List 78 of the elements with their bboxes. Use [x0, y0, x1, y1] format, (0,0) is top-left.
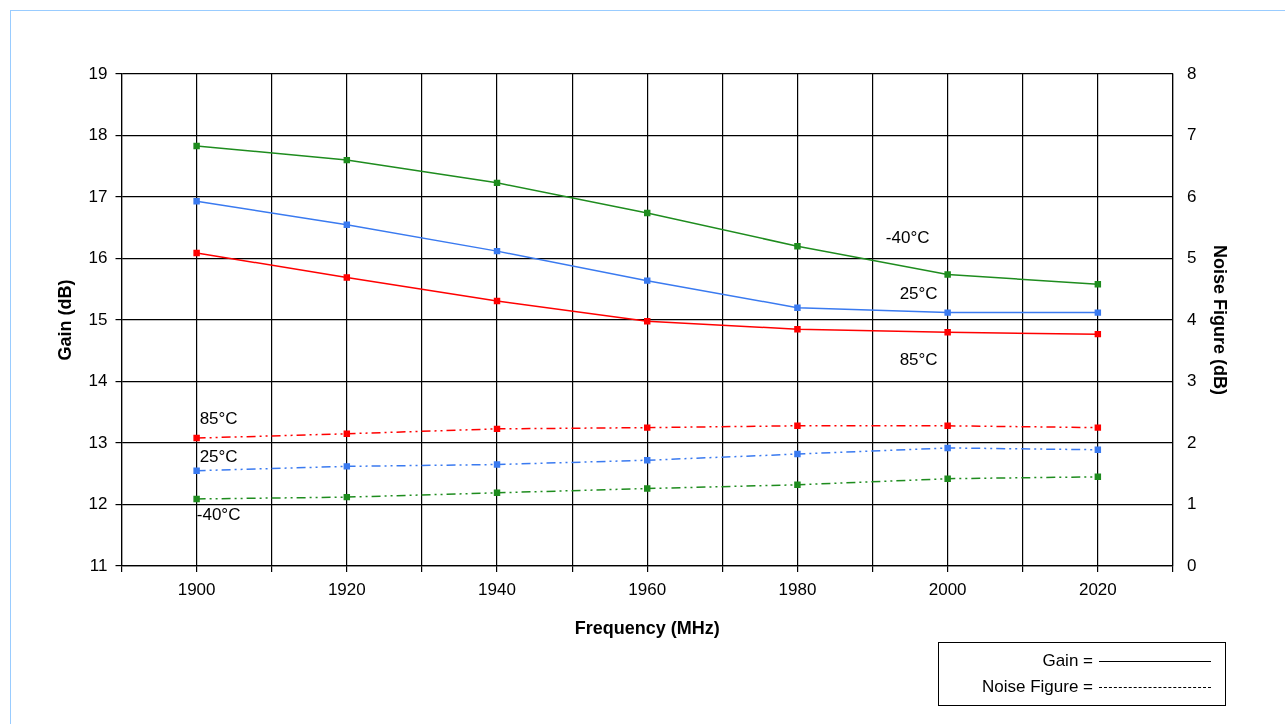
y-tick-label: 12 [88, 494, 108, 514]
y-tick-label: 16 [88, 248, 108, 268]
point [193, 198, 200, 205]
point [794, 326, 801, 333]
y-tick-label: 19 [88, 63, 108, 83]
x-tick-label: 2000 [928, 579, 967, 599]
y-tick-label: 11 [89, 555, 108, 575]
series-label: -40°C [885, 228, 930, 248]
point [493, 247, 501, 255]
y2-tick-label: 5 [1186, 248, 1197, 268]
point [1094, 330, 1102, 338]
point [944, 329, 951, 336]
x-tick-label: 1920 [327, 579, 366, 599]
point [493, 489, 501, 497]
point [644, 424, 651, 431]
point [1094, 309, 1102, 316]
y-tick-label: 14 [88, 371, 108, 391]
x-tick-label: 1980 [778, 579, 817, 599]
point [343, 430, 351, 437]
y2-tick-label: 4 [1186, 309, 1197, 329]
y-tick-label: 13 [88, 432, 108, 452]
series-label: 85°C [199, 408, 238, 428]
point [794, 450, 801, 458]
point [944, 422, 951, 430]
point [193, 467, 200, 474]
point [343, 493, 351, 501]
y2-tick-label: 7 [1186, 125, 1197, 145]
point [794, 422, 801, 430]
point [343, 221, 351, 228]
point [1094, 281, 1102, 288]
text: Gain = [1042, 651, 1093, 671]
y-tick-label: 17 [88, 186, 108, 206]
point [343, 274, 351, 281]
point [193, 495, 200, 503]
point [644, 485, 651, 492]
point [644, 318, 651, 325]
point [794, 242, 801, 250]
point [493, 425, 501, 433]
point [493, 461, 501, 468]
point [343, 156, 351, 164]
y2-axis-title: Noise Figure (dB) [1210, 244, 1231, 396]
y2-tick-label: 2 [1186, 432, 1197, 452]
point [193, 249, 200, 257]
y-tick-label: 15 [88, 309, 108, 329]
y2-tick-label: 6 [1186, 186, 1197, 206]
x-tick-label: 2020 [1078, 579, 1117, 599]
x-tick-label: 1960 [628, 579, 667, 599]
point [493, 297, 501, 305]
y2-tick-label: 3 [1186, 371, 1197, 391]
series-label: 25°C [199, 447, 238, 467]
y2-tick-label: 1 [1186, 494, 1197, 514]
point [794, 304, 801, 311]
point [644, 209, 651, 217]
point [1094, 424, 1102, 431]
y-tick-label: 18 [88, 125, 108, 145]
point [193, 142, 200, 150]
y-axis-title: Gain (dB) [54, 279, 75, 361]
text: Noise Figure = [981, 677, 1093, 697]
point [944, 309, 951, 316]
point [343, 463, 351, 470]
point [944, 444, 951, 452]
x-tick-label: 1900 [177, 579, 216, 599]
point [794, 481, 801, 489]
point [644, 277, 651, 284]
x-tick-label: 1940 [478, 579, 516, 599]
series-label: 85°C [899, 349, 938, 369]
point [944, 271, 951, 278]
point [493, 179, 501, 187]
series-label: -40°C [196, 504, 241, 524]
y2-tick-label: 0 [1186, 555, 1197, 575]
y2-tick-label: 8 [1186, 63, 1197, 83]
point [1094, 446, 1102, 453]
point [644, 457, 651, 464]
x-axis-title: Frequency (MHz) [574, 618, 720, 639]
series-label: 25°C [899, 284, 938, 304]
point [1094, 473, 1102, 481]
point [193, 434, 200, 442]
point [944, 475, 951, 482]
